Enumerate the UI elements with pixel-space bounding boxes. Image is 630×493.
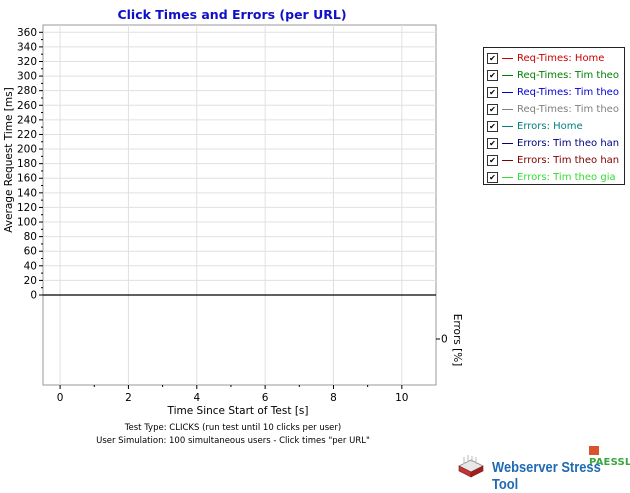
x-tick-label: 6	[262, 392, 269, 404]
y-tick-label: 280	[17, 85, 37, 97]
y-tick-label: 140	[17, 187, 37, 199]
vendor-label: PAESSLER	[589, 457, 630, 468]
legend-checkbox[interactable]: ✔	[487, 104, 498, 115]
legend-label: Req-Times: Home	[517, 53, 605, 64]
legend-item[interactable]: ✔ Req-Times: Tim theo	[484, 84, 624, 101]
chart-title: Click Times and Errors (per URL)	[117, 7, 346, 22]
legend-item[interactable]: ✔ Req-Times: Home	[484, 50, 624, 67]
legend: ✔ Req-Times: Home ✔ Req-Times: Tim theo ✔ Req…	[483, 47, 625, 185]
checkmark-icon: ✔	[489, 71, 496, 80]
y-tick-label: 240	[17, 114, 37, 126]
checkmark-icon: ✔	[489, 105, 496, 114]
checkmark-icon: ✔	[489, 156, 496, 165]
legend-label: Errors: Home	[517, 121, 583, 132]
legend-label: Req-Times: Tim theo	[517, 70, 619, 81]
legend-item[interactable]: ✔ Errors: Home	[484, 118, 624, 135]
y-tick-label: 160	[17, 173, 37, 185]
chart: Click Times and Errors (per URL) 0204060…	[3, 7, 463, 446]
y-tick-label: 120	[17, 202, 37, 214]
x-tick-label: 4	[193, 392, 200, 404]
legend-swatch	[502, 92, 513, 93]
footer-line-2: User Simulation: 100 simultaneous users …	[96, 436, 370, 446]
legend-swatch	[502, 177, 513, 178]
y-tick-label: 20	[24, 275, 37, 287]
legend-label: Errors: Tim theo han	[517, 138, 620, 149]
upper-plot-area	[42, 24, 437, 296]
legend-checkbox[interactable]: ✔	[487, 172, 498, 183]
checkmark-icon: ✔	[489, 54, 496, 63]
y-axis: 0 20 40 60 80 100 120 140 160 180 200 220 240 260 280 3…	[17, 27, 448, 346]
y2-axis-label: Errors [%]	[451, 314, 463, 367]
y-tick-label: 320	[17, 56, 37, 68]
y2-tick-label: 0	[441, 334, 448, 346]
x-axis-label: Time Since Start of Test [s]	[167, 405, 309, 417]
legend-checkbox[interactable]: ✔	[487, 70, 498, 81]
legend-checkbox[interactable]: ✔	[487, 53, 498, 64]
branding: PAESSLER Webserver Stress Tool	[455, 446, 630, 493]
checkmark-icon: ✔	[489, 88, 496, 97]
footer-line-1: Test Type: CLICKS (run test until 10 cli…	[124, 423, 341, 433]
vendor-badge-icon	[589, 446, 599, 455]
server-stack-icon	[458, 455, 484, 478]
x-tick-label: 0	[57, 392, 64, 404]
checkmark-icon: ✔	[489, 173, 496, 182]
grid-lines	[43, 25, 436, 385]
x-tick-label: 10	[395, 392, 408, 404]
y-tick-label: 260	[17, 100, 37, 112]
y-tick-label: 40	[24, 260, 37, 272]
legend-item[interactable]: ✔ Errors: Tim theo han	[484, 135, 624, 152]
legend-item[interactable]: ✔ Req-Times: Tim theo	[484, 67, 624, 84]
legend-swatch	[502, 126, 513, 127]
legend-label: Errors: Tim theo han	[517, 155, 620, 166]
legend-item[interactable]: ✔ Req-Times: Tim theo	[484, 101, 624, 118]
legend-swatch	[502, 160, 513, 161]
legend-checkbox[interactable]: ✔	[487, 138, 498, 149]
legend-swatch	[502, 75, 513, 76]
y-tick-label: 220	[17, 129, 37, 141]
legend-item[interactable]: ✔ Errors: Tim theo gia	[484, 169, 624, 186]
legend-checkbox[interactable]: ✔	[487, 121, 498, 132]
y-axis-label: Average Request Time [ms]	[3, 87, 15, 232]
y-tick-label: 300	[17, 71, 37, 83]
y-tick-label: 100	[17, 217, 37, 229]
y-tick-label: 0	[30, 290, 37, 302]
legend-label: Errors: Tim theo gia	[517, 172, 616, 183]
legend-label: Req-Times: Tim theo	[517, 87, 619, 98]
legend-swatch	[502, 58, 513, 59]
x-tick-label: 8	[330, 392, 337, 404]
legend-item[interactable]: ✔ Errors: Tim theo han	[484, 152, 624, 169]
checkmark-icon: ✔	[489, 122, 496, 131]
checkmark-icon: ✔	[489, 139, 496, 148]
x-axis: 0 2 4 6 8 10	[57, 385, 409, 404]
vendor-name: PAESSLER	[589, 446, 630, 468]
y-tick-label: 340	[17, 41, 37, 53]
y-tick-label: 360	[17, 27, 37, 39]
legend-swatch	[502, 109, 513, 110]
product-name: Webserver Stress Tool	[492, 459, 601, 493]
y-tick-label: 60	[24, 246, 37, 258]
legend-label: Req-Times: Tim theo	[517, 104, 619, 115]
lower-plot-area	[42, 294, 437, 386]
legend-checkbox[interactable]: ✔	[487, 155, 498, 166]
y-tick-label: 180	[17, 158, 37, 170]
legend-checkbox[interactable]: ✔	[487, 87, 498, 98]
y-tick-label: 200	[17, 144, 37, 156]
x-tick-label: 2	[125, 392, 132, 404]
y-tick-label: 80	[24, 231, 37, 243]
legend-swatch	[502, 143, 513, 144]
